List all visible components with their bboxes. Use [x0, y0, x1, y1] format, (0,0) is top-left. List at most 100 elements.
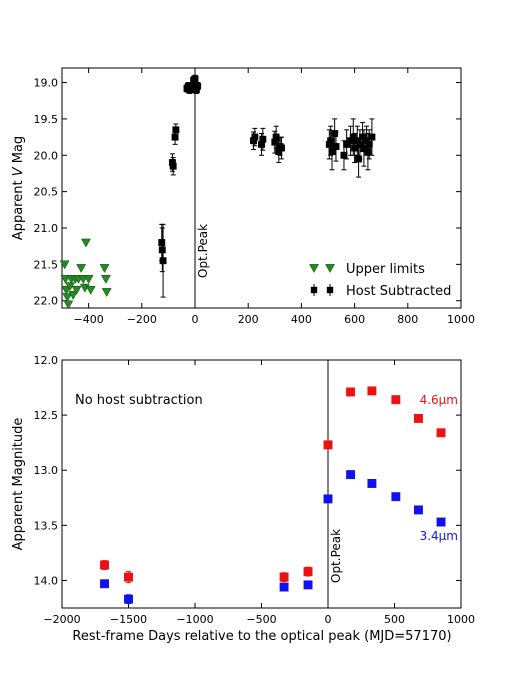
host-subtracted-marker — [360, 144, 368, 152]
legend-upper-limits-marker — [309, 264, 319, 274]
top-x-tick-label: 800 — [397, 313, 418, 326]
bottom-x-tick-label: −1500 — [110, 613, 147, 626]
w1-3p4um-marker — [346, 470, 356, 480]
w1-3p4um-marker — [367, 478, 377, 488]
upper-limit-marker — [99, 264, 110, 274]
legend-label-host-subtracted: Host Subtracted — [346, 284, 451, 299]
w2-4p6um-marker — [346, 387, 356, 397]
bottom-opt-peak-label: Opt.Peak — [329, 529, 343, 583]
host-subtracted-marker — [194, 82, 202, 90]
w1-3p4um-marker — [413, 505, 423, 515]
top-y-tick-label: 19.5 — [34, 113, 59, 126]
bottom-x-tick-label: −2000 — [43, 613, 80, 626]
top-y-tick-label: 22.0 — [34, 295, 59, 308]
bottom-x-tick-label: 500 — [384, 613, 405, 626]
w2-4p6um-marker — [413, 413, 423, 423]
w2-4p6um-marker — [391, 395, 401, 405]
bottom-y-tick-label: 13.0 — [34, 464, 59, 477]
bottom-y-tick-label: 12.0 — [34, 354, 59, 367]
legend-host-subtracted-marker — [310, 286, 318, 294]
w1-3p4um-marker — [279, 582, 289, 592]
legend-host-subtracted-marker — [326, 286, 334, 294]
bottom-x-tick-label: −500 — [246, 613, 276, 626]
host-subtracted-marker — [364, 148, 372, 156]
top-x-tick-label: −200 — [127, 313, 157, 326]
label-3p4um: 3.4μm — [420, 529, 458, 543]
no-host-subtraction-annotation: No host subtraction — [75, 393, 203, 408]
host-subtracted-marker — [259, 135, 267, 143]
top-y-tick-label: 19.0 — [34, 77, 59, 90]
top-x-tick-label: 1000 — [447, 313, 475, 326]
top-panel: Apparent V Mag −400 −200 0 200 400 600 800 1000… — [11, 67, 475, 326]
legend-upper-limits-marker — [325, 264, 335, 274]
host-subtracted-marker — [169, 162, 177, 170]
legend-label-upper-limits: Upper limits — [346, 262, 425, 277]
host-subtracted-marker — [158, 246, 166, 254]
host-subtracted-marker — [368, 133, 376, 141]
top-y-tick-label: 21.0 — [34, 222, 59, 235]
top-y-tick-label: 20.0 — [34, 149, 59, 162]
host-subtracted-marker — [278, 144, 285, 152]
top-y-tick-label: 21.5 — [34, 258, 59, 271]
top-x-tick-label: 400 — [291, 313, 312, 326]
w2-4p6um-marker — [279, 572, 289, 582]
bottom-y-tick-label: 14.0 — [34, 574, 59, 587]
bottom-y-tick-label: 12.5 — [34, 409, 59, 422]
top-opt-peak-label: Opt.Peak — [196, 224, 210, 278]
host-subtracted-marker — [159, 257, 167, 265]
w1-3p4um-marker — [391, 492, 401, 502]
top-x-tick-label: 200 — [238, 313, 259, 326]
upper-limit-marker — [71, 285, 82, 295]
host-subtracted-marker — [340, 151, 348, 159]
host-subtracted-marker — [359, 133, 367, 141]
host-subtracted-marker — [332, 143, 340, 150]
bottom-y-tick-label: 13.5 — [34, 519, 59, 532]
top-x-tick-label: 600 — [344, 313, 365, 326]
w2-4p6um-marker — [323, 440, 333, 450]
upper-limit-marker — [101, 288, 112, 298]
upper-limit-marker — [62, 293, 73, 303]
w1-3p4um-marker — [124, 594, 133, 604]
upper-limit-marker — [85, 285, 96, 295]
host-subtracted-marker — [356, 140, 364, 148]
bottom-x-tick-label: 1000 — [447, 613, 475, 626]
w1-3p4um-marker — [323, 494, 333, 504]
host-subtracted-marker — [171, 133, 179, 141]
bottom-x-tick-label: 0 — [325, 613, 332, 626]
top-y-axis-label: Apparent V Mag — [11, 136, 26, 240]
bottom-x-axis-label: Rest-frame Days relative to the optical … — [72, 629, 451, 644]
host-subtracted-marker — [191, 75, 199, 83]
top-plot-frame — [61, 67, 462, 309]
w2-4p6um-marker — [303, 567, 313, 577]
w2-4p6um-marker — [436, 428, 446, 438]
w2-4p6um-marker — [124, 572, 133, 582]
host-subtracted-marker — [365, 140, 373, 148]
bottom-y-axis-label: Apparent Magnitude — [11, 418, 26, 551]
upper-limit-marker — [76, 264, 87, 274]
host-subtracted-marker — [172, 126, 180, 134]
label-4p6um: 4.6μm — [420, 393, 458, 407]
w1-3p4um-marker — [303, 580, 313, 590]
w2-4p6um-marker — [367, 386, 377, 396]
top-y-tick-label: 20.5 — [34, 186, 59, 199]
host-subtracted-marker — [328, 148, 336, 156]
w1-3p4um-marker — [436, 517, 446, 527]
host-subtracted-marker — [158, 239, 166, 246]
upper-limit-marker — [59, 260, 70, 270]
upper-limit-marker — [83, 275, 94, 284]
bottom-x-tick-label: −1000 — [176, 613, 213, 626]
upper-limit-marker — [81, 238, 91, 248]
upper-limit-marker — [100, 275, 111, 284]
host-subtracted-marker — [343, 140, 351, 148]
upper-limit-marker — [68, 291, 79, 300]
top-x-tick-label: 0 — [192, 313, 199, 326]
upper-limit-marker — [63, 300, 74, 310]
bottom-panel: Apparent Magnitude Rest-frame Days relat… — [11, 354, 475, 644]
host-subtracted-marker — [331, 130, 339, 137]
host-subtracted-marker — [272, 133, 280, 141]
w2-4p6um-marker — [100, 560, 110, 570]
w1-3p4um-marker — [100, 579, 110, 589]
top-x-tick-label: −400 — [73, 313, 103, 326]
host-subtracted-marker — [251, 133, 259, 141]
